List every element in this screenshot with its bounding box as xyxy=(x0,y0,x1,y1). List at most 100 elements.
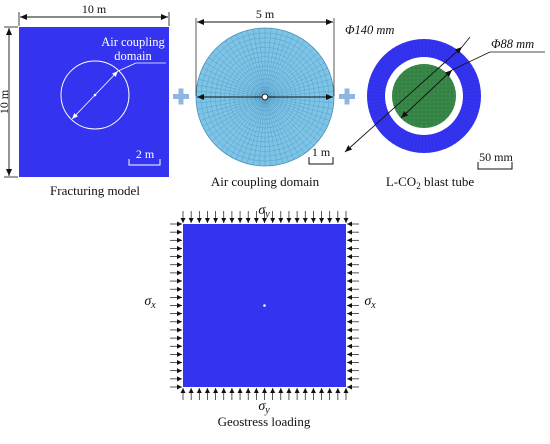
scale-label: 1 m xyxy=(312,145,331,159)
ring-mesh-line xyxy=(462,101,481,105)
ring-mesh-line xyxy=(462,98,481,101)
mesh-spoke xyxy=(265,100,278,165)
mesh-spoke xyxy=(220,44,263,95)
center-point xyxy=(263,304,266,307)
mesh-spoke xyxy=(268,98,325,132)
mesh-spoke xyxy=(266,100,289,162)
mesh-spoke xyxy=(268,98,328,127)
mesh-spoke xyxy=(198,78,262,97)
mesh-spoke xyxy=(267,99,314,146)
mesh-spoke xyxy=(202,67,262,96)
center-point xyxy=(93,93,97,97)
mesh-spoke xyxy=(246,30,265,94)
mesh-spoke xyxy=(268,62,325,96)
geostress-loading-panel: σy σy σx σx Geostress loading xyxy=(144,203,376,429)
mesh-spoke xyxy=(202,98,262,127)
mesh-spoke xyxy=(266,100,300,157)
ring-mesh-line xyxy=(460,109,478,116)
plus-icon xyxy=(339,88,355,105)
sigma-y-bottom-label: σy xyxy=(258,399,270,416)
mesh-spoke xyxy=(241,100,264,162)
mesh-spoke xyxy=(265,30,284,94)
mesh-spoke xyxy=(266,32,289,94)
outer-diameter-label: Φ140 mm xyxy=(345,23,394,37)
mesh-spoke xyxy=(235,34,264,94)
ring-mesh-line xyxy=(460,76,478,83)
air-coupling-domain-panel: 5 m 1 m Air coupling domain xyxy=(195,7,335,189)
mesh-spoke xyxy=(268,99,322,137)
mesh-spoke xyxy=(265,100,284,164)
mesh-spoke xyxy=(198,97,262,116)
plus-icon xyxy=(173,88,189,105)
mesh-spoke xyxy=(267,99,318,142)
air-coupling-label-line2: domain xyxy=(114,49,152,63)
height-label: 10 m xyxy=(0,89,11,114)
ring-mesh-line xyxy=(459,72,477,81)
mesh-spoke xyxy=(225,40,263,94)
ring-mesh-line xyxy=(462,83,480,89)
mesh-spoke xyxy=(266,37,300,94)
mesh-spoke xyxy=(266,100,295,160)
scale-bar xyxy=(128,159,161,166)
mesh-spoke xyxy=(208,57,262,95)
mesh-spoke xyxy=(200,98,262,121)
scale-label: 50 mm xyxy=(479,150,513,164)
scale-bar xyxy=(308,157,334,165)
air-coupling-circle-outline xyxy=(60,60,130,130)
ring-mesh-line xyxy=(462,103,480,109)
mesh-spoke xyxy=(267,48,314,95)
mesh-spoke xyxy=(267,99,310,150)
sigma-x-right-label: σx xyxy=(364,294,376,311)
mesh-spoke xyxy=(258,100,265,166)
mesh-spoke xyxy=(267,44,310,95)
blast-tube-panel: Φ140 mm Φ88 mm 50 mm L-CO2 blast tube xyxy=(344,23,545,191)
fracturing-model-caption: Fracturing model xyxy=(50,183,140,198)
mesh-spoke xyxy=(241,32,264,94)
mesh-spoke xyxy=(268,67,328,96)
ring-mesh-line xyxy=(461,106,479,112)
mesh-spoke xyxy=(230,37,264,94)
outer-leader xyxy=(461,36,471,48)
mesh-spoke xyxy=(268,98,330,121)
mesh-spoke xyxy=(252,100,265,165)
air-coupling-caption: Air coupling domain xyxy=(211,174,320,189)
diameter-label: 5 m xyxy=(256,7,275,21)
mesh-spoke xyxy=(268,78,332,97)
mesh-spoke xyxy=(266,34,295,94)
ring-mesh-line xyxy=(462,91,481,94)
mesh-spoke xyxy=(216,99,263,146)
air-coupling-label-line1: Air coupling xyxy=(101,35,165,49)
mesh-spoke xyxy=(205,98,262,132)
mesh-spoke xyxy=(200,73,262,96)
mesh-spoke xyxy=(252,29,265,94)
mesh-spoke xyxy=(235,100,264,160)
blast-tube-caption: L-CO2 blast tube xyxy=(386,174,475,191)
mesh-spoke xyxy=(265,29,278,94)
inner-diameter-arrow xyxy=(400,69,453,119)
mesh-spoke xyxy=(230,100,264,157)
mesh-spoke xyxy=(246,100,265,164)
mesh-spoke xyxy=(225,100,263,154)
sigma-y-top-label: σy xyxy=(258,203,270,220)
mesh-spoke xyxy=(265,100,272,166)
mesh-spoke xyxy=(268,97,332,116)
mesh-spoke xyxy=(265,28,272,94)
fracturing-model-panel: 10 m 10 m Air coupling domain 2 m Fractu… xyxy=(0,2,170,198)
ring-mesh-line xyxy=(459,111,477,120)
leader-line xyxy=(117,62,137,72)
load-arrows xyxy=(170,211,359,400)
width-label: 10 m xyxy=(82,2,107,16)
mesh-spoke xyxy=(267,100,305,154)
ring-mesh-line xyxy=(461,80,479,86)
mesh-spoke xyxy=(220,99,263,150)
sigma-x-left-label: σx xyxy=(144,294,156,311)
scale-label: 2 m xyxy=(136,147,155,161)
mesh-spoke xyxy=(216,48,263,95)
mesh-spoke xyxy=(208,99,262,137)
scale-bar xyxy=(477,162,513,170)
mesh-spoke xyxy=(268,73,330,96)
ring-mesh-line xyxy=(462,87,481,91)
mesh-spoke xyxy=(268,57,322,95)
